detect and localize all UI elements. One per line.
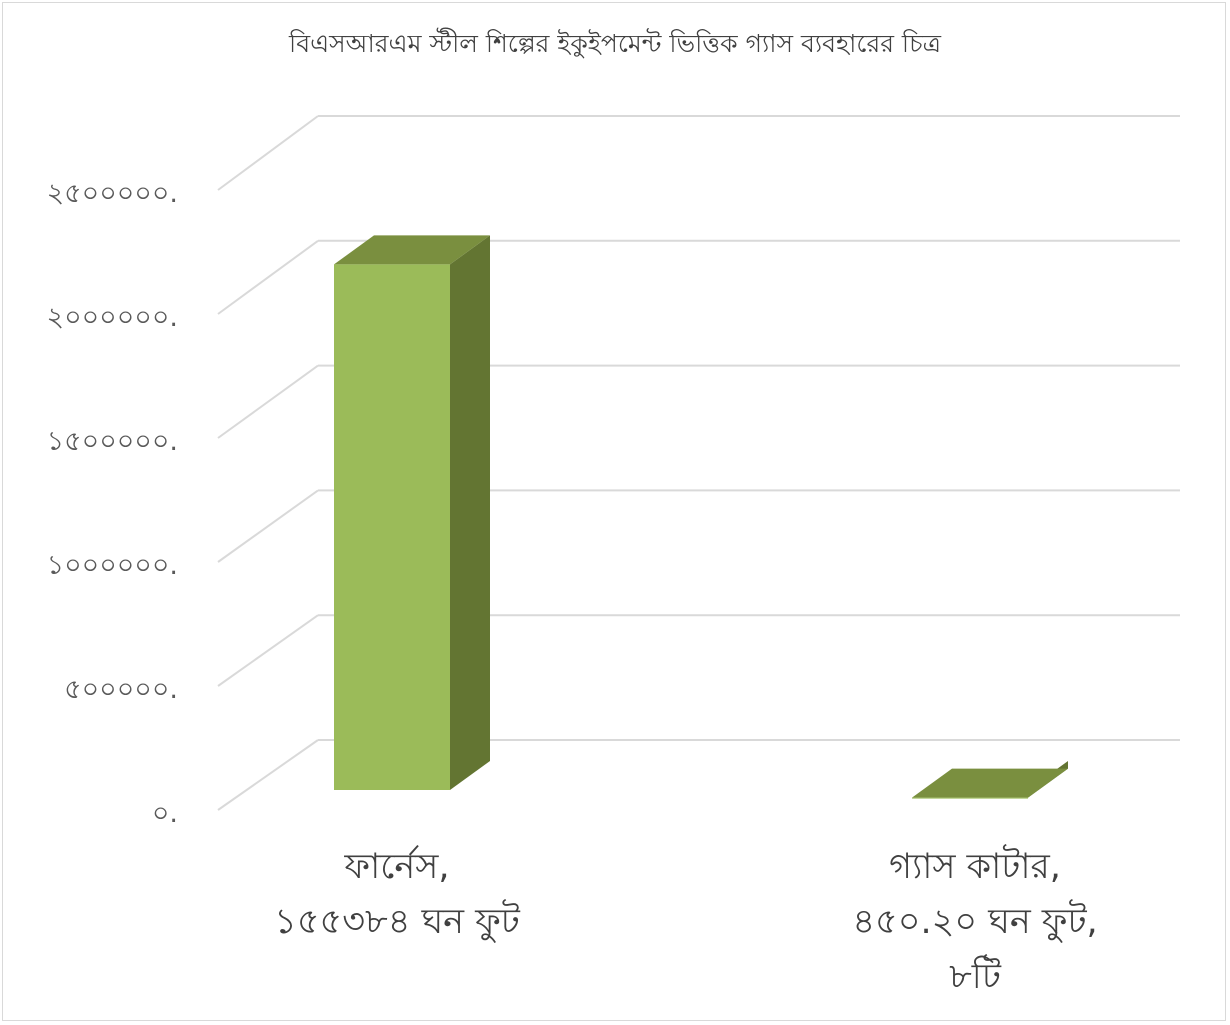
gridline-diagonal [217,239,319,315]
y-axis-ticks: ০. ৫০০০০০. ১০০০০০০. ১৫০০০০০. ২০০০০০০. ২৫০০০০০… [47,178,178,829]
bar-side [450,235,490,790]
y-tick-label: ৫০০০০০. [64,674,178,705]
gridline-diagonal [217,739,319,811]
gridline-diagonal [217,364,319,439]
gridline-diagonal [217,614,319,687]
bar [334,235,490,790]
y-tick-label: ১০০০০০০. [47,550,178,581]
gridline-diagonal [217,489,319,563]
gridline-diagonal [217,115,319,191]
x-axis-categories: ফার্নেস, ১৫৫৩৮৪ ঘন ফুট গ্যাস কাটার, ৪৫০.২০ … [274,844,1098,997]
bars [334,235,1068,799]
x-category-label: ৮টি [949,954,1002,997]
bar-front [334,264,450,790]
bar-top [334,235,490,265]
x-category-label: ১৫৫৩৮৪ ঘন ফুট [274,899,521,943]
y-tick-label: ২৫০০০০০. [47,178,178,209]
x-category-label: গ্যাস কাটার, [889,844,1061,887]
bar-front [912,797,1028,799]
y-tick-label: ১৫০০০০০. [47,426,178,457]
y-tick-label: ০. [152,798,178,829]
bar-top [912,768,1068,798]
bar [912,761,1068,799]
x-category-label: ৪৫০.২০ ঘন ফুট, [852,899,1097,943]
x-category-label: ফার্নেস, [344,845,450,887]
chart-title: বিএসআরএম স্টীল শিল্পের ইকুইপমেন্ট ভিত্তি… [289,29,941,58]
y-tick-label: ২০০০০০০. [47,302,178,333]
